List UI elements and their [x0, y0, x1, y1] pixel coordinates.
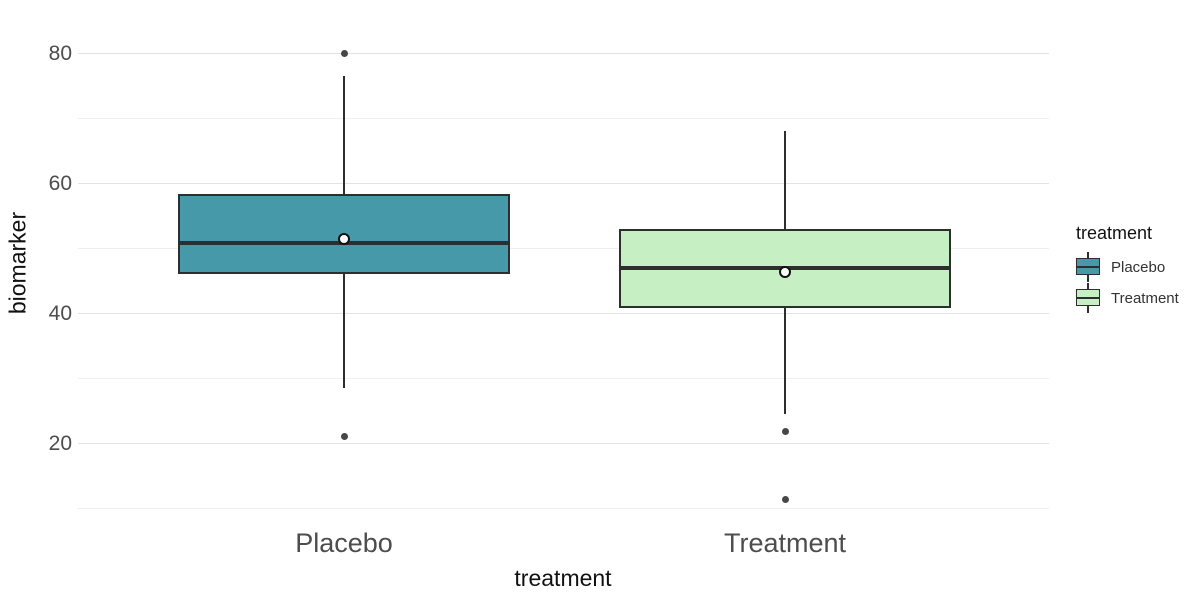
treatment-whisker-lower — [784, 308, 786, 415]
gridline-major — [78, 53, 1049, 55]
gridline-major — [78, 443, 1049, 445]
x-axis-title: treatment — [514, 565, 612, 591]
placebo-whisker-lower — [343, 274, 345, 389]
placebo-mean-point — [338, 232, 350, 245]
treatment-mean-point — [779, 266, 791, 279]
legend-item-label: Treatment — [1111, 289, 1179, 307]
legend-title: treatment — [1076, 223, 1153, 243]
key-median-line — [1077, 265, 1099, 268]
treatment-outlier-point — [781, 428, 789, 436]
key-median-line — [1077, 296, 1099, 299]
y-tick-label: 40 — [48, 302, 72, 326]
gridline-minor — [78, 508, 1049, 510]
gridline-minor — [78, 118, 1049, 120]
legend: treatment Placebo Treatment — [1076, 223, 1179, 314]
placebo-outlier-point — [340, 49, 348, 57]
y-axis-title: biomarker — [4, 211, 31, 315]
gridline-major — [78, 313, 1049, 315]
y-tick-label: 80 — [48, 42, 72, 66]
placebo-outlier-point — [340, 433, 348, 441]
placebo-whisker-upper — [343, 76, 345, 195]
gridline-minor — [78, 378, 1049, 380]
legend-item: Placebo — [1076, 252, 1179, 283]
boxplot-key-icon — [1076, 252, 1100, 283]
y-tick-label: 60 — [48, 172, 72, 196]
legend-item-label: Placebo — [1111, 258, 1166, 276]
y-tick-label: 20 — [48, 432, 72, 456]
boxplot-key-icon — [1076, 283, 1100, 314]
treatment-outlier-point — [781, 496, 789, 504]
treatment-whisker-upper — [784, 131, 786, 230]
x-tick-label: Placebo — [295, 528, 393, 558]
gridline-minor — [78, 248, 1049, 250]
x-tick-label: Treatment — [723, 528, 847, 558]
gridline-major — [78, 183, 1049, 185]
legend-item: Treatment — [1076, 283, 1179, 314]
legend-items: Placebo Treatment — [1076, 252, 1179, 314]
